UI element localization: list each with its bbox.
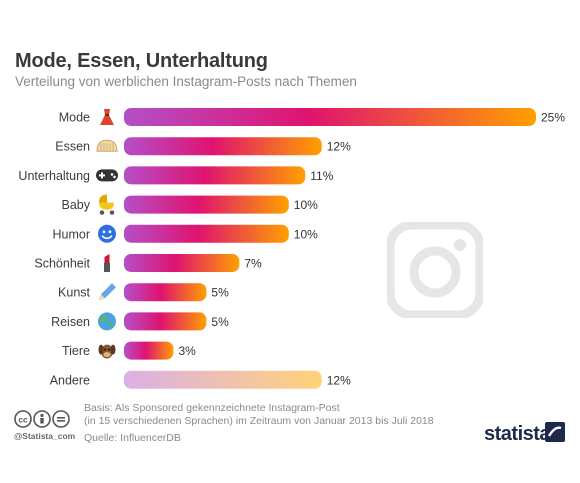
chart-title: Mode, Essen, Unterhaltung <box>15 50 268 72</box>
bar <box>124 370 322 389</box>
creative-commons-icon: cc <box>14 410 70 428</box>
bar <box>124 341 174 360</box>
bar-row: Kunst 5% <box>58 283 229 302</box>
bar <box>124 195 289 214</box>
statista-logo[interactable]: statista <box>484 423 551 445</box>
bar <box>124 137 322 156</box>
bar-row: Humor 10% <box>52 224 318 243</box>
bar <box>124 254 240 272</box>
category-label: Essen <box>55 140 90 154</box>
basis-line-1: Basis: Als Sponsored gekennzeichnete Ins… <box>84 402 340 414</box>
svg-text:cc: cc <box>19 416 28 425</box>
chart-subtitle: Verteilung von werblichen Instagram-Post… <box>15 74 357 89</box>
bar-row: Andere 12% <box>50 370 351 389</box>
bar-row: Schönheit 7% <box>34 254 262 272</box>
bar-row: Mode 25% <box>59 108 565 126</box>
value-label: 7% <box>244 257 262 271</box>
gamepad-icon <box>96 169 118 182</box>
value-label: 11% <box>310 169 333 183</box>
bar-row: Reisen 5% <box>51 312 229 331</box>
dress-icon <box>100 109 114 125</box>
smiley-icon <box>98 224 116 243</box>
statista-handle: @Statista_com <box>14 431 76 441</box>
category-label: Andere <box>50 373 90 387</box>
value-label: 10% <box>294 227 318 241</box>
lipstick-icon <box>104 254 110 272</box>
value-label: 10% <box>294 198 318 212</box>
category-label: Schönheit <box>34 257 90 271</box>
bar <box>124 166 306 185</box>
basis-line-2: (in 15 verschiedenen Sprachen) im Zeitra… <box>84 415 434 427</box>
bar-chart: Mode 25%Essen 12%Unterhaltung 11%Baby 10%Hum… <box>18 108 565 389</box>
value-label: 5% <box>211 315 229 329</box>
pencil-icon <box>99 283 116 301</box>
bar <box>124 283 207 302</box>
category-label: Reisen <box>51 315 90 329</box>
globe-icon <box>98 312 116 331</box>
category-label: Baby <box>62 198 91 212</box>
bread-icon <box>96 139 118 152</box>
source-line: Quelle: InfluencerDB <box>84 432 181 444</box>
value-label: 3% <box>178 344 196 358</box>
bar-row: Baby 10% <box>62 194 318 215</box>
bar <box>124 108 536 126</box>
value-label: 12% <box>327 373 351 387</box>
value-label: 25% <box>541 111 565 125</box>
category-label: Mode <box>59 111 90 125</box>
category-label: Tiere <box>62 344 90 358</box>
bar-row: Tiere 3% <box>62 341 196 360</box>
bar <box>124 312 207 331</box>
bar <box>124 224 289 243</box>
stroller-icon <box>99 194 115 215</box>
statista-logo-icon <box>545 422 565 442</box>
value-label: 12% <box>327 140 351 154</box>
category-label: Kunst <box>58 286 90 300</box>
footer-note: Basis: Als Sponsored gekennzeichnete Ins… <box>84 402 434 445</box>
value-label: 5% <box>211 286 229 300</box>
category-label: Humor <box>52 227 90 241</box>
dog-icon <box>98 344 116 359</box>
instagram-watermark-icon <box>387 222 483 318</box>
bar-row: Unterhaltung 11% <box>18 166 334 185</box>
category-label: Unterhaltung <box>18 169 90 183</box>
bar-row: Essen 12% <box>55 137 351 156</box>
